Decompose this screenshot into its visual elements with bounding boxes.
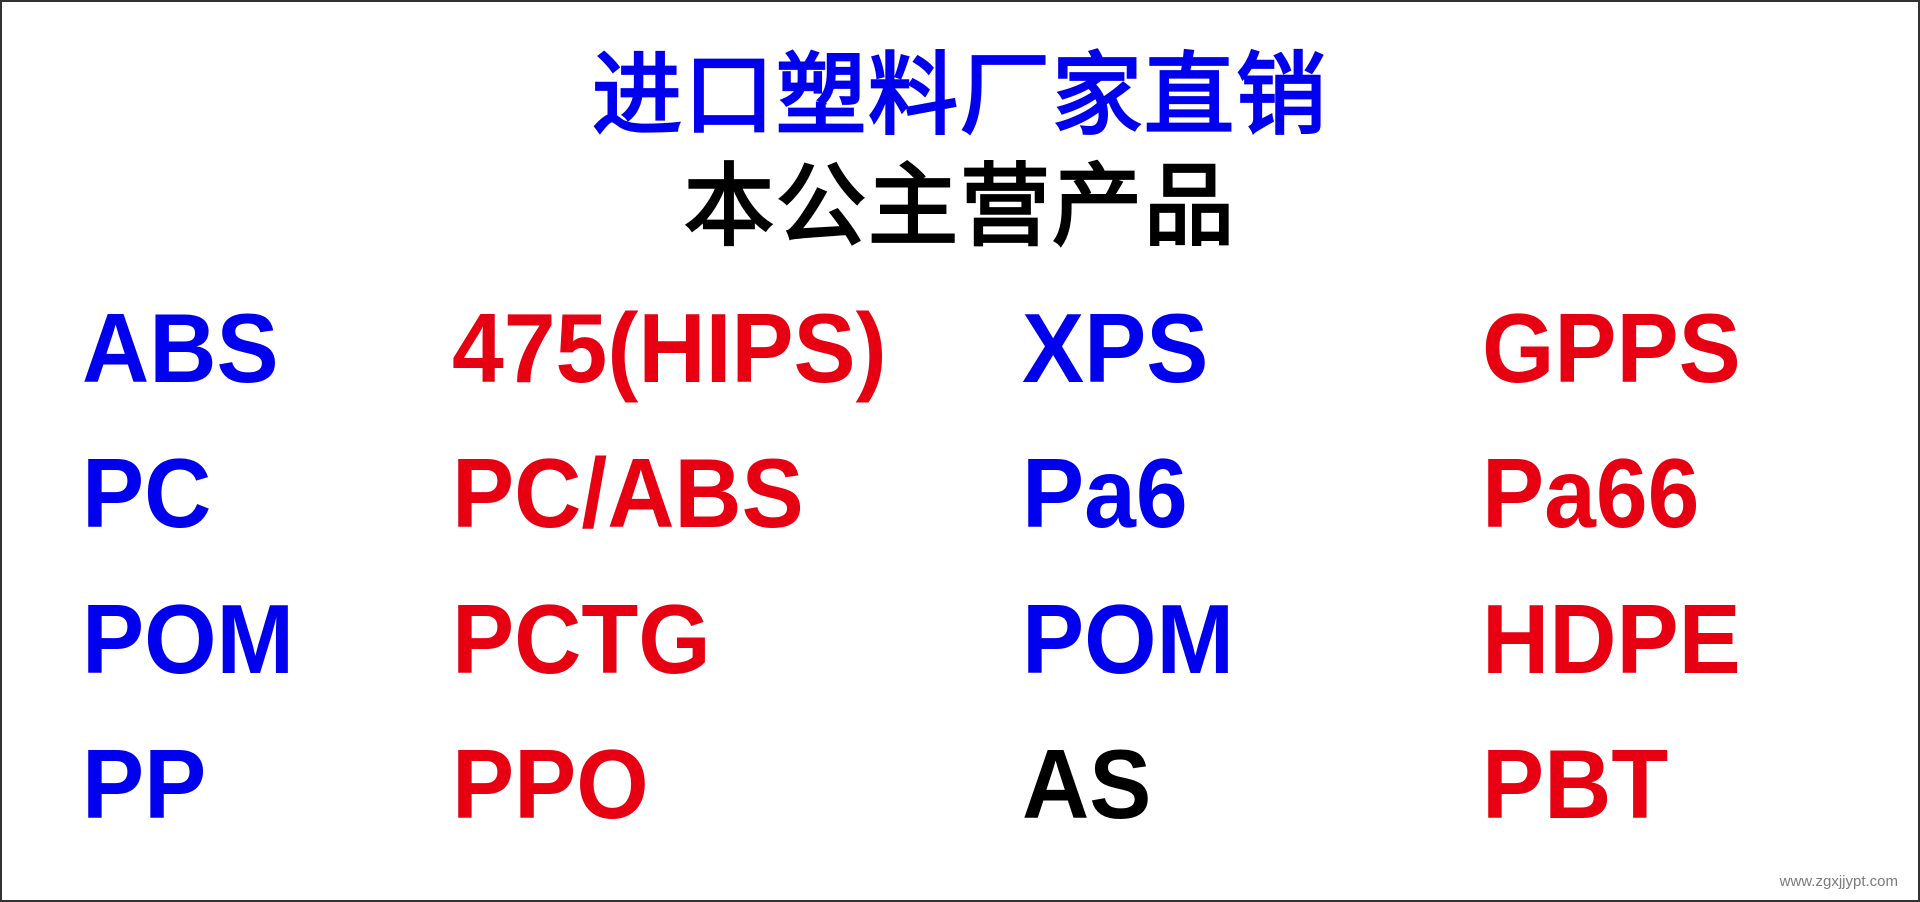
watermark-text: www.zgxjjypt.com [1780,873,1898,890]
grid-cell: PC [82,430,424,557]
grid-cell: 475(HIPS) [452,285,984,412]
grid-cell: Pa66 [1482,430,1862,557]
grid-cell: ABS [82,285,424,412]
grid-cell: PPO [452,721,984,848]
grid-cell: PBT [1482,721,1862,848]
main-title: 进口塑料厂家直销 [82,47,1838,146]
grid-cell: PP [82,721,424,848]
grid-cell: XPS [1022,285,1450,412]
subtitle: 本公主营产品 [82,158,1838,257]
grid-cell: POM [1022,576,1450,703]
grid-cell: HDPE [1482,576,1862,703]
grid-cell: POM [82,576,424,703]
grid-cell: GPPS [1482,285,1862,412]
grid-cell: PCTG [452,576,984,703]
grid-cell: PC/ABS [452,430,984,557]
poster-container: 进口塑料厂家直销 本公主营产品 ABS 475(HIPS) XPS GPPS P… [2,2,1918,900]
product-grid: ABS 475(HIPS) XPS GPPS PC PC/ABS Pa6 Pa6… [82,285,1838,849]
grid-cell: AS [1022,721,1450,848]
grid-cell: Pa6 [1022,430,1450,557]
